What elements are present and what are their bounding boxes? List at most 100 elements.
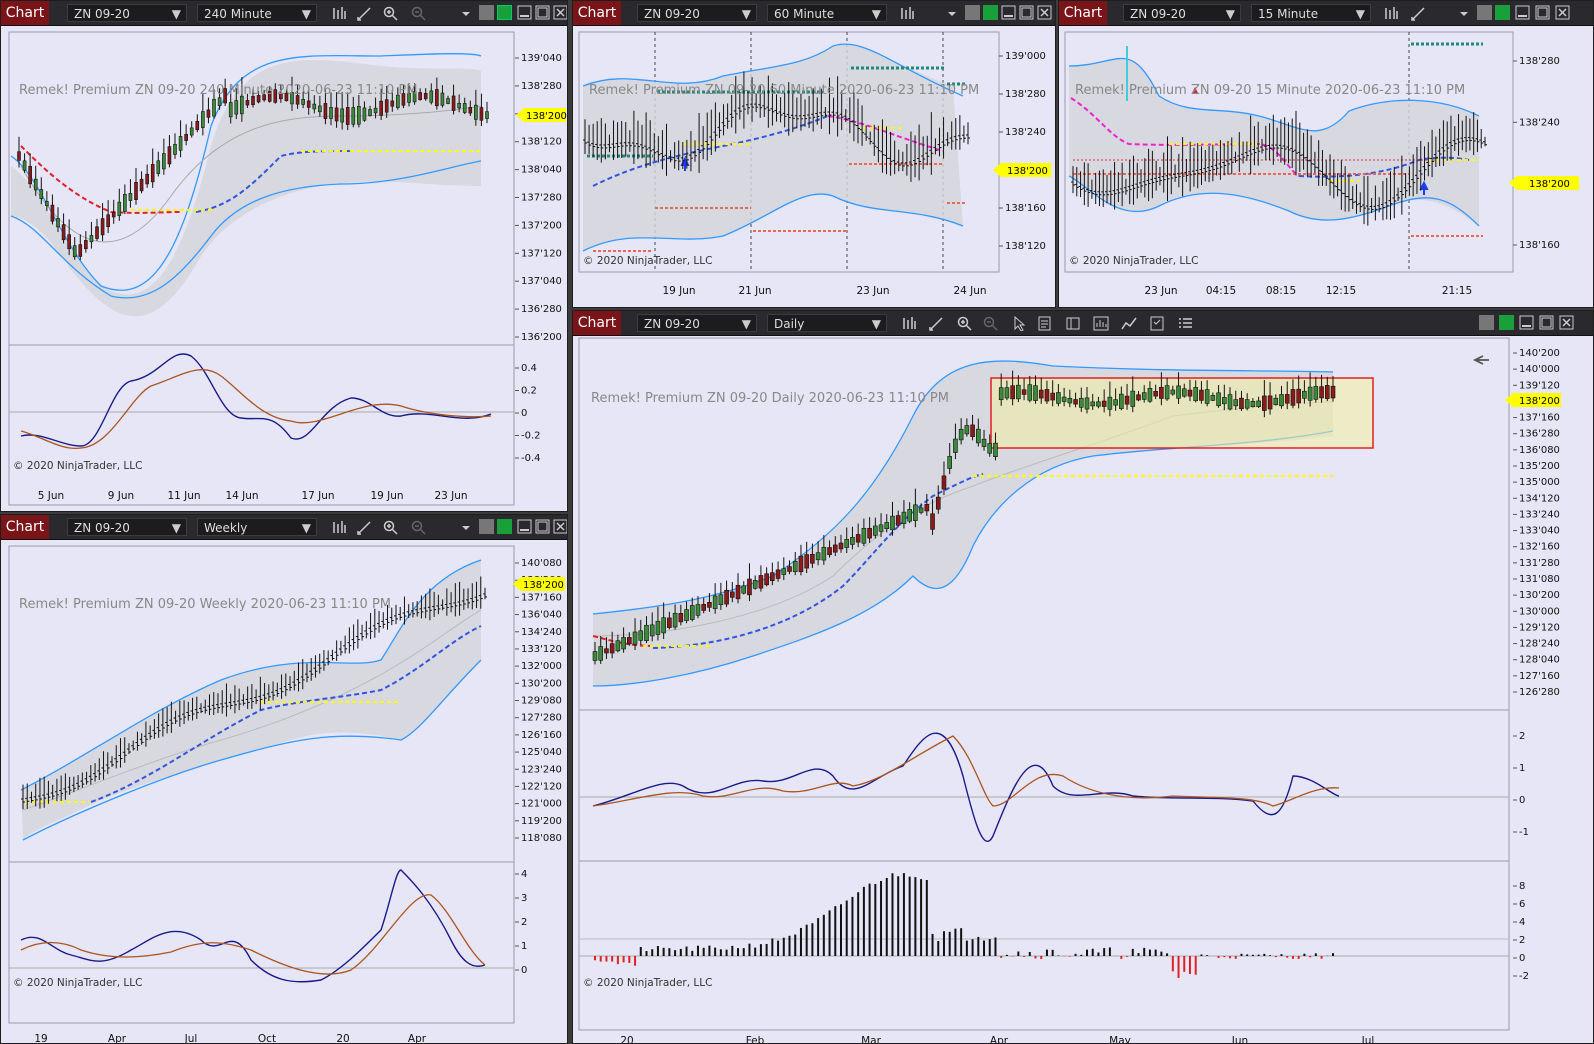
minimize-icon[interactable]	[1519, 315, 1534, 330]
oscillator-axis: 4 3 2 1 0	[515, 869, 527, 976]
bars-type-icon[interactable]	[899, 6, 915, 21]
zoom-out-icon[interactable]	[983, 316, 999, 331]
candle-body	[787, 566, 792, 572]
maximize-icon[interactable]	[1019, 5, 1034, 20]
price-chart[interactable]: Remek! Premium ZN 09-20 Daily 2020-06-23…	[573, 336, 1594, 1044]
bars-type-icon[interactable]	[331, 520, 347, 535]
chart-window-240-minute[interactable]: Chart ZN 09-20 ▼ 240 Minute ▼ Remek! Premi…	[0, 0, 568, 512]
close-icon[interactable]	[1037, 5, 1052, 20]
candle-body	[429, 90, 434, 103]
zoom-out-icon[interactable]	[411, 520, 427, 535]
price-chart[interactable]: Remek! Premium ZN 09-20 60 Minute 2020-0…	[573, 26, 1056, 308]
candle-body	[667, 617, 672, 628]
window-group-gray-button[interactable]	[479, 5, 494, 20]
window-group-green-button[interactable]	[497, 5, 512, 20]
maximize-icon[interactable]	[535, 519, 550, 534]
bars-type-icon[interactable]	[331, 6, 347, 21]
axis-tick-label: 135'000	[1519, 477, 1560, 488]
last-price-tag: 138'200	[1505, 393, 1561, 407]
candle-body	[345, 107, 350, 125]
instrument-dropdown[interactable]: ZN 09-20 ▼	[637, 4, 757, 22]
axis-tick-label: 137'040	[521, 276, 562, 287]
maximize-icon[interactable]	[1539, 315, 1554, 330]
axis-tick-label: 137'280	[521, 193, 562, 204]
chart-tab[interactable]: Chart	[1, 515, 49, 539]
chart-window-60-minute[interactable]: Chart ZN 09-20 ▼ 60 Minute ▼ Remek! Premiu…	[572, 0, 1056, 308]
zoom-in-icon[interactable]	[957, 316, 973, 331]
close-icon[interactable]	[553, 5, 568, 20]
minimize-icon[interactable]	[1515, 5, 1530, 20]
back-arrow-icon[interactable]	[1472, 355, 1489, 365]
chart-tab[interactable]: Chart	[1, 1, 49, 25]
drawing-tool-icon[interactable]	[1411, 6, 1427, 21]
instrument-dropdown[interactable]: ZN 09-20 ▼	[1123, 4, 1241, 22]
indicators-icon[interactable]	[1093, 316, 1109, 331]
axis-tick-label: Jun	[1231, 1035, 1248, 1044]
more-tools-chevron-icon[interactable]	[947, 6, 957, 21]
axis-tick-label: 4	[521, 869, 527, 880]
chart-window-15-minute[interactable]: Chart ZN 09-20 ▼ 15 Minute ▼ Remek! Premiu…	[1058, 0, 1594, 308]
instrument-dropdown[interactable]: ZN 09-20 ▼	[67, 4, 187, 22]
more-tools-chevron-icon[interactable]	[1459, 6, 1469, 21]
more-tools-chevron-icon[interactable]	[461, 6, 471, 21]
price-chart[interactable]: Remek! Premium ZN 09-20 Weekly 2020-06-2…	[1, 540, 568, 1044]
bars-type-icon[interactable]	[901, 316, 917, 331]
candle-body	[1119, 393, 1124, 409]
interval-dropdown[interactable]: 15 Minute ▼	[1251, 4, 1371, 22]
candle-body	[306, 100, 311, 108]
candle-body	[609, 643, 615, 654]
zoom-in-icon[interactable]	[383, 520, 399, 535]
zoom-in-icon[interactable]	[383, 6, 399, 21]
minimize-icon[interactable]	[517, 519, 532, 534]
close-icon[interactable]	[1559, 315, 1574, 330]
minimize-icon[interactable]	[517, 5, 532, 20]
price-chart[interactable]: Remek! Premium ZN 09-20 240 Minute 2020-…	[1, 26, 568, 512]
maximize-icon[interactable]	[1535, 5, 1550, 20]
axis-tick-label: 134'120	[1519, 493, 1560, 504]
close-icon[interactable]	[1555, 5, 1570, 20]
instrument-dropdown[interactable]: ZN 09-20 ▼	[67, 518, 187, 536]
chart-tab[interactable]: Chart	[573, 1, 621, 25]
candle-body	[707, 601, 712, 608]
interval-dropdown[interactable]: 60 Minute ▼	[767, 4, 887, 22]
zoom-out-icon[interactable]	[411, 6, 427, 21]
axis-tick-label: 11 Jun	[167, 490, 200, 502]
window-group-green-button[interactable]	[1499, 315, 1514, 330]
more-tools-chevron-icon[interactable]	[461, 520, 471, 535]
strategies-icon[interactable]	[1121, 316, 1137, 331]
minimize-icon[interactable]	[1001, 5, 1016, 20]
maximize-icon[interactable]	[535, 5, 550, 20]
chart-window-daily[interactable]: Chart ZN 09-20 ▼ Daily ▼	[572, 310, 1594, 1044]
price-chart[interactable]: Remek! Premium ZN 09-20 15 Minute 2020-0…	[1059, 26, 1594, 308]
window-group-gray-button[interactable]	[1479, 315, 1494, 330]
drawing-tool-icon[interactable]	[357, 520, 373, 535]
interval-dropdown[interactable]: 240 Minute ▼	[197, 4, 317, 22]
interval-dropdown[interactable]: Weekly ▼	[197, 518, 317, 536]
candle-body	[1330, 385, 1336, 399]
axis-tick-label: 130'000	[1519, 606, 1560, 617]
bars-type-icon[interactable]	[1383, 6, 1399, 21]
list-icon[interactable]	[1177, 316, 1193, 331]
drawing-tool-icon[interactable]	[929, 316, 945, 331]
interval-dropdown[interactable]: Daily ▼	[767, 314, 887, 332]
templates-icon[interactable]	[1149, 316, 1165, 331]
window-group-gray-button[interactable]	[1477, 5, 1492, 20]
window-group-gray-button[interactable]	[965, 5, 980, 20]
window-group-gray-button[interactable]	[479, 519, 494, 534]
properties-icon[interactable]	[1065, 316, 1081, 331]
instrument-dropdown[interactable]: ZN 09-20 ▼	[637, 314, 757, 332]
window-group-green-button[interactable]	[1495, 5, 1510, 20]
chart-window-weekly[interactable]: Chart ZN 09-20 ▼ Weekly ▼ Remek! Premium Z…	[0, 514, 568, 1044]
oscillator-panel	[9, 869, 514, 983]
window-group-green-button[interactable]	[497, 519, 512, 534]
axis-tick-label: 23 Jun	[856, 285, 889, 297]
window-group-green-button[interactable]	[983, 5, 998, 20]
data-box-icon[interactable]	[1037, 316, 1053, 331]
chart-tab[interactable]: Chart	[573, 311, 621, 335]
axis-tick-label: 19 Jun	[662, 285, 695, 297]
oscillator-axis: 2 1 0 -1	[1513, 731, 1529, 838]
drawing-tool-icon[interactable]	[357, 6, 373, 21]
close-icon[interactable]	[553, 519, 568, 534]
pointer-icon[interactable]	[1011, 316, 1027, 331]
chart-tab[interactable]: Chart	[1059, 1, 1107, 25]
